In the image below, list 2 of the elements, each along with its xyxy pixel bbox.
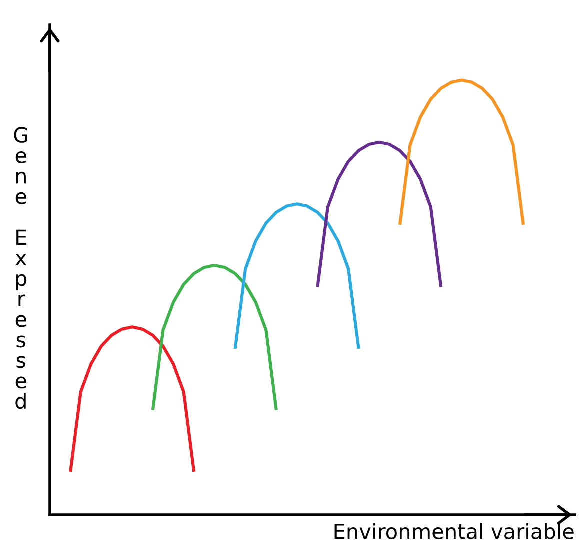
text: Gene Expressed [14,127,28,410]
x-axis-title: Environmental variable [334,523,574,540]
